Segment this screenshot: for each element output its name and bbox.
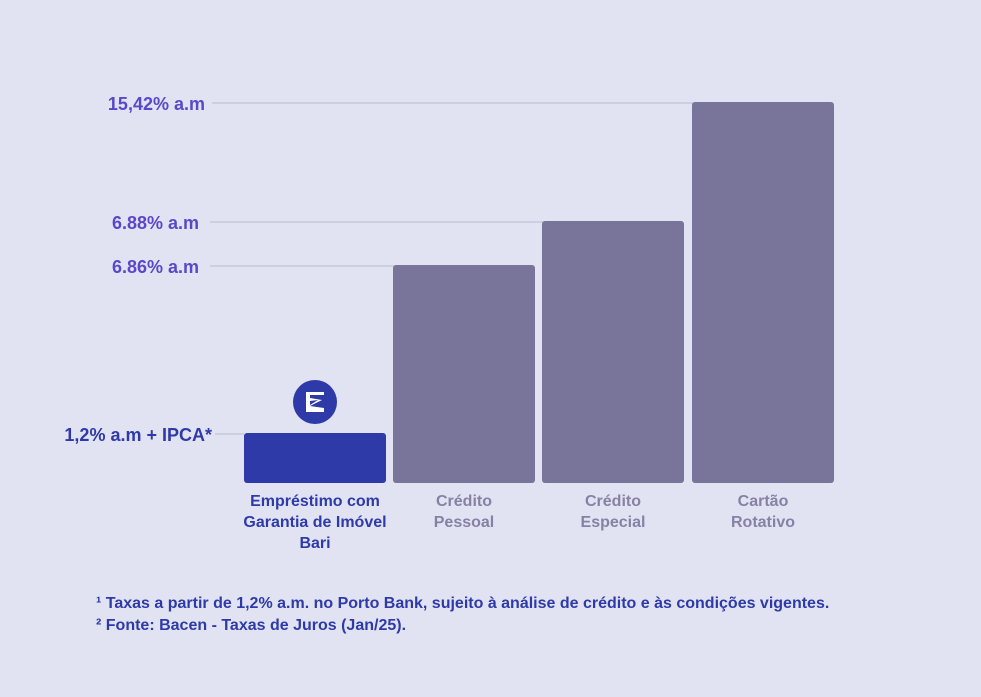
bars-group — [244, 102, 834, 483]
bar-highlight — [244, 433, 386, 483]
footnote-2: ² Fonte: Bacen - Taxas de Juros (Jan/25)… — [96, 617, 407, 634]
category-label: Crédito Especial — [581, 493, 646, 531]
footnote-1: ¹ Taxas a partir de 1,2% a.m. no Porto B… — [96, 595, 830, 612]
bar — [393, 265, 535, 483]
category-label: Empréstimo com Garantia de Imóvel Bari — [243, 493, 386, 552]
value-label: 6.86% a.m — [112, 257, 199, 277]
value-label: 1,2% a.m + IPCA* — [64, 425, 212, 445]
bari-logo-icon — [293, 380, 337, 424]
value-label: 6.88% a.m — [112, 213, 199, 233]
category-label: Crédito Pessoal — [434, 493, 494, 531]
gridlines-group — [210, 102, 694, 435]
bar — [692, 102, 834, 483]
bar — [542, 221, 684, 483]
category-label: Cartão Rotativo — [731, 493, 795, 531]
value-label: 15,42% a.m — [108, 94, 205, 114]
